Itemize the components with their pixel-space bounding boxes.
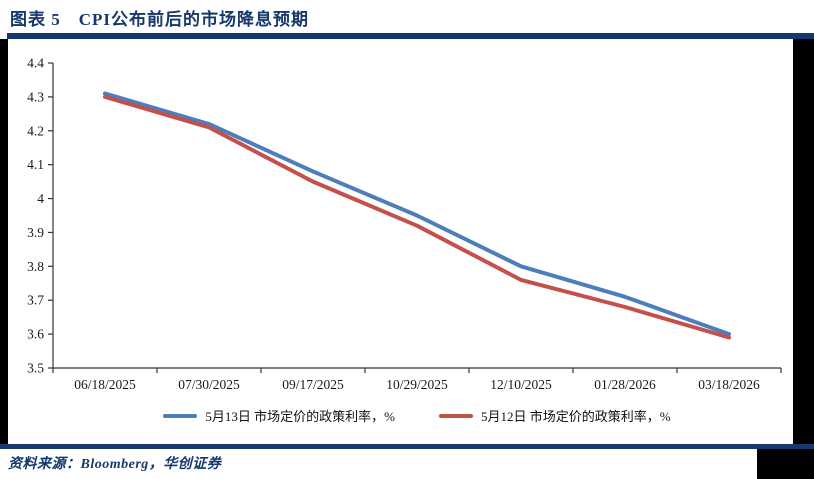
figure-header: 图表 5 CPI公布前后的市场降息预期 bbox=[10, 5, 309, 30]
series-line-0 bbox=[103, 91, 731, 337]
figure-title: CPI公布前后的市场降息预期 bbox=[78, 10, 310, 29]
y-tick-label: 3.7 bbox=[27, 293, 44, 308]
footer-rule bbox=[0, 444, 814, 449]
x-tick-label: 01/28/2026 bbox=[594, 377, 656, 392]
y-tick-label: 3.6 bbox=[27, 327, 44, 342]
legend-item-may12: 5月12日 市场定价的政策利率，% bbox=[439, 406, 671, 425]
legend-label-may12: 5月12日 市场定价的政策利率，% bbox=[481, 409, 671, 424]
source-note: 资料来源：Bloomberg，华创证券 bbox=[8, 457, 222, 472]
legend-label-may13: 5月13日 市场定价的政策利率，% bbox=[205, 409, 395, 424]
y-tick-label: 4.1 bbox=[27, 157, 44, 172]
figure-label: 图表 5 bbox=[10, 10, 61, 29]
bottom-right-margin bbox=[757, 449, 814, 479]
right-margin-bar bbox=[793, 39, 814, 479]
x-tick-label: 07/30/2025 bbox=[178, 377, 240, 392]
x-tick-label: 10/29/2025 bbox=[386, 377, 448, 392]
title-underline-rule bbox=[7, 33, 814, 39]
y-tick-label: 3.5 bbox=[27, 361, 44, 376]
y-tick-label: 3.8 bbox=[27, 259, 44, 274]
series-line-1 bbox=[103, 94, 731, 340]
legend-line-swatch-blue bbox=[163, 413, 198, 418]
x-tick-label: 03/18/2026 bbox=[698, 377, 760, 392]
y-tick-label: 4.4 bbox=[27, 56, 44, 71]
left-margin-bar bbox=[0, 39, 8, 445]
x-tick-label: 06/18/2025 bbox=[74, 377, 136, 392]
legend-item-may13: 5月13日 市场定价的政策利率，% bbox=[163, 406, 395, 425]
x-tick-label: 12/10/2025 bbox=[490, 377, 552, 392]
y-tick-label: 4.3 bbox=[27, 89, 44, 104]
chart-legend: 5月13日 市场定价的政策利率，% 5月12日 市场定价的政策利率，% bbox=[53, 406, 781, 425]
y-tick-label: 4 bbox=[37, 191, 44, 206]
y-tick-label: 3.9 bbox=[27, 225, 44, 240]
x-tick-label: 09/17/2025 bbox=[282, 377, 344, 392]
legend-line-swatch-red bbox=[439, 413, 473, 418]
y-tick-label: 4.2 bbox=[27, 123, 44, 138]
